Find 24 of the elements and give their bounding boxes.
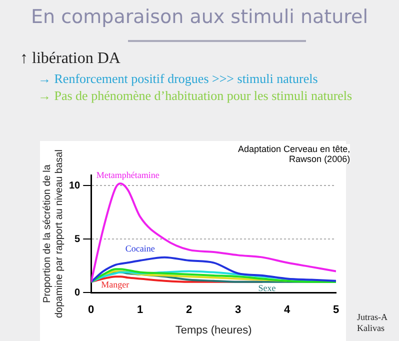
x-tick-label: 5 — [332, 304, 340, 316]
y-tick-label: 5 — [74, 234, 81, 245]
text: Jutras-A — [357, 312, 388, 323]
text: Adaptation Cerveau en tête, Rawson (2006) — [238, 144, 350, 164]
y-tick-label: 0 — [74, 287, 81, 298]
x-tick-label: 2 — [186, 304, 192, 316]
x-tick-label: 3 — [234, 304, 242, 316]
series-label: Sexe — [258, 282, 276, 293]
x-tick-label: 0 — [88, 304, 94, 316]
text: ↑ libération DA — [20, 50, 120, 68]
text: Kalivas — [357, 323, 384, 334]
series-label: Manger — [101, 280, 130, 290]
x-axis-title: Temps (heures) — [175, 324, 252, 336]
series-label: Metamphétamine — [96, 170, 160, 180]
y-tick-label: 10 — [69, 180, 81, 192]
series-label: Cocaine — [125, 244, 155, 254]
x-tick-label: 4 — [284, 304, 291, 316]
text: → Pas de phénomène d’habituation pour les stimuli naturels — [38, 88, 352, 104]
text: → Renforcement positif drogues >>> stimuli naturels — [38, 71, 318, 86]
chart-title: En comparaison aux stimuli naturel — [30, 6, 369, 28]
line-series — [91, 182, 336, 283]
y-axis-title: Proportion de la sécrétion de la dopamine par rapport au niveau basal — [42, 150, 65, 318]
line-series — [91, 256, 336, 283]
x-tick-label: 1 — [137, 304, 144, 316]
